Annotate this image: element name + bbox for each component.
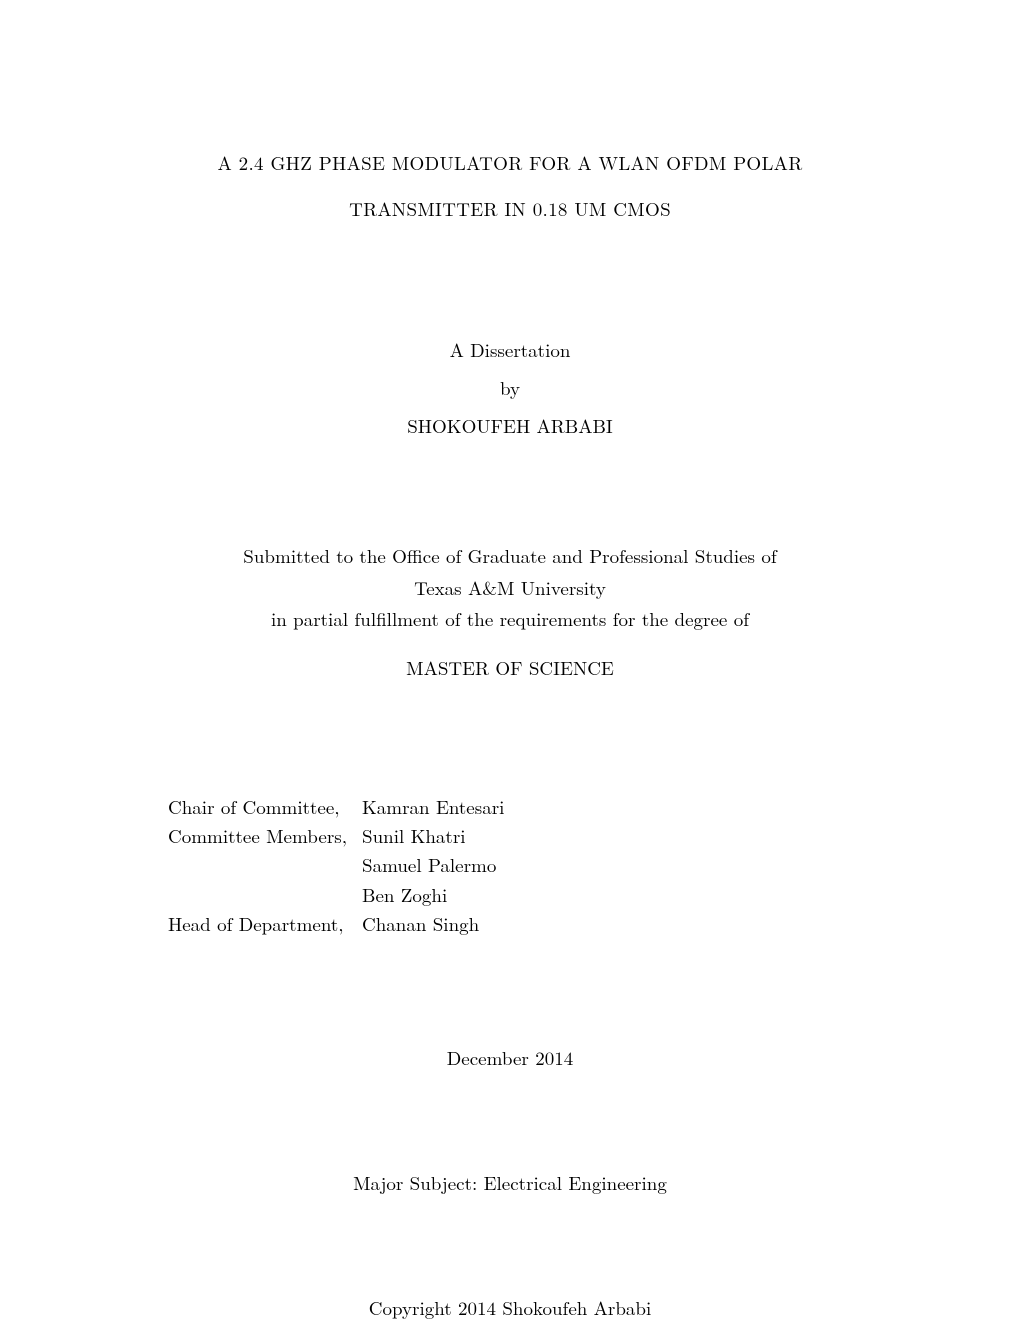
committee-role bbox=[168, 850, 362, 879]
committee-name: Samuel Palermo bbox=[362, 850, 496, 879]
title-block: A 2.4 GHZ PHASE MODULATOR FOR A WLAN OFD… bbox=[160, 140, 860, 231]
committee-role: Head of Department, bbox=[168, 909, 362, 938]
copyright: Copyright 2014 Shokoufeh Arbabi bbox=[160, 1294, 860, 1321]
committee-row: Ben Zoghi bbox=[168, 880, 860, 909]
dissertation-block: A Dissertation by SHOKOUFEH ARBABI bbox=[160, 331, 860, 445]
title-page: A 2.4 GHZ PHASE MODULATOR FOR A WLAN OFD… bbox=[0, 0, 1020, 1321]
major-subject: Major Subject: Electrical Engineering bbox=[160, 1169, 860, 1196]
submission-block: Submitted to the Office of Graduate and … bbox=[160, 540, 860, 683]
committee-block: Chair of Committee, Kamran Entesari Comm… bbox=[160, 792, 860, 939]
committee-row: Head of Department, Chanan Singh bbox=[168, 909, 860, 938]
committee-row: Chair of Committee, Kamran Entesari bbox=[168, 792, 860, 821]
committee-role bbox=[168, 880, 362, 909]
date: December 2014 bbox=[160, 1044, 860, 1071]
committee-row: Samuel Palermo bbox=[168, 850, 860, 879]
by-label: by bbox=[160, 369, 860, 407]
committee-name: Kamran Entesari bbox=[362, 792, 504, 821]
committee-name: Ben Zoghi bbox=[362, 880, 447, 909]
committee-role: Committee Members, bbox=[168, 821, 362, 850]
author-name: SHOKOUFEH ARBABI bbox=[160, 407, 860, 445]
submission-line-2: Texas A&M University bbox=[160, 572, 860, 603]
dissertation-label: A Dissertation bbox=[160, 331, 860, 369]
degree-name: MASTER OF SCIENCE bbox=[160, 652, 860, 683]
committee-role: Chair of Committee, bbox=[168, 792, 362, 821]
title-line-2: TRANSMITTER IN 0.18 UM CMOS bbox=[160, 186, 860, 232]
submission-line-1: Submitted to the Office of Graduate and … bbox=[160, 540, 860, 571]
committee-name: Sunil Khatri bbox=[362, 821, 466, 850]
committee-name: Chanan Singh bbox=[362, 909, 479, 938]
committee-row: Committee Members, Sunil Khatri bbox=[168, 821, 860, 850]
title-line-1: A 2.4 GHZ PHASE MODULATOR FOR A WLAN OFD… bbox=[160, 140, 860, 186]
submission-line-3: in partial fulfillment of the requiremen… bbox=[160, 603, 860, 634]
